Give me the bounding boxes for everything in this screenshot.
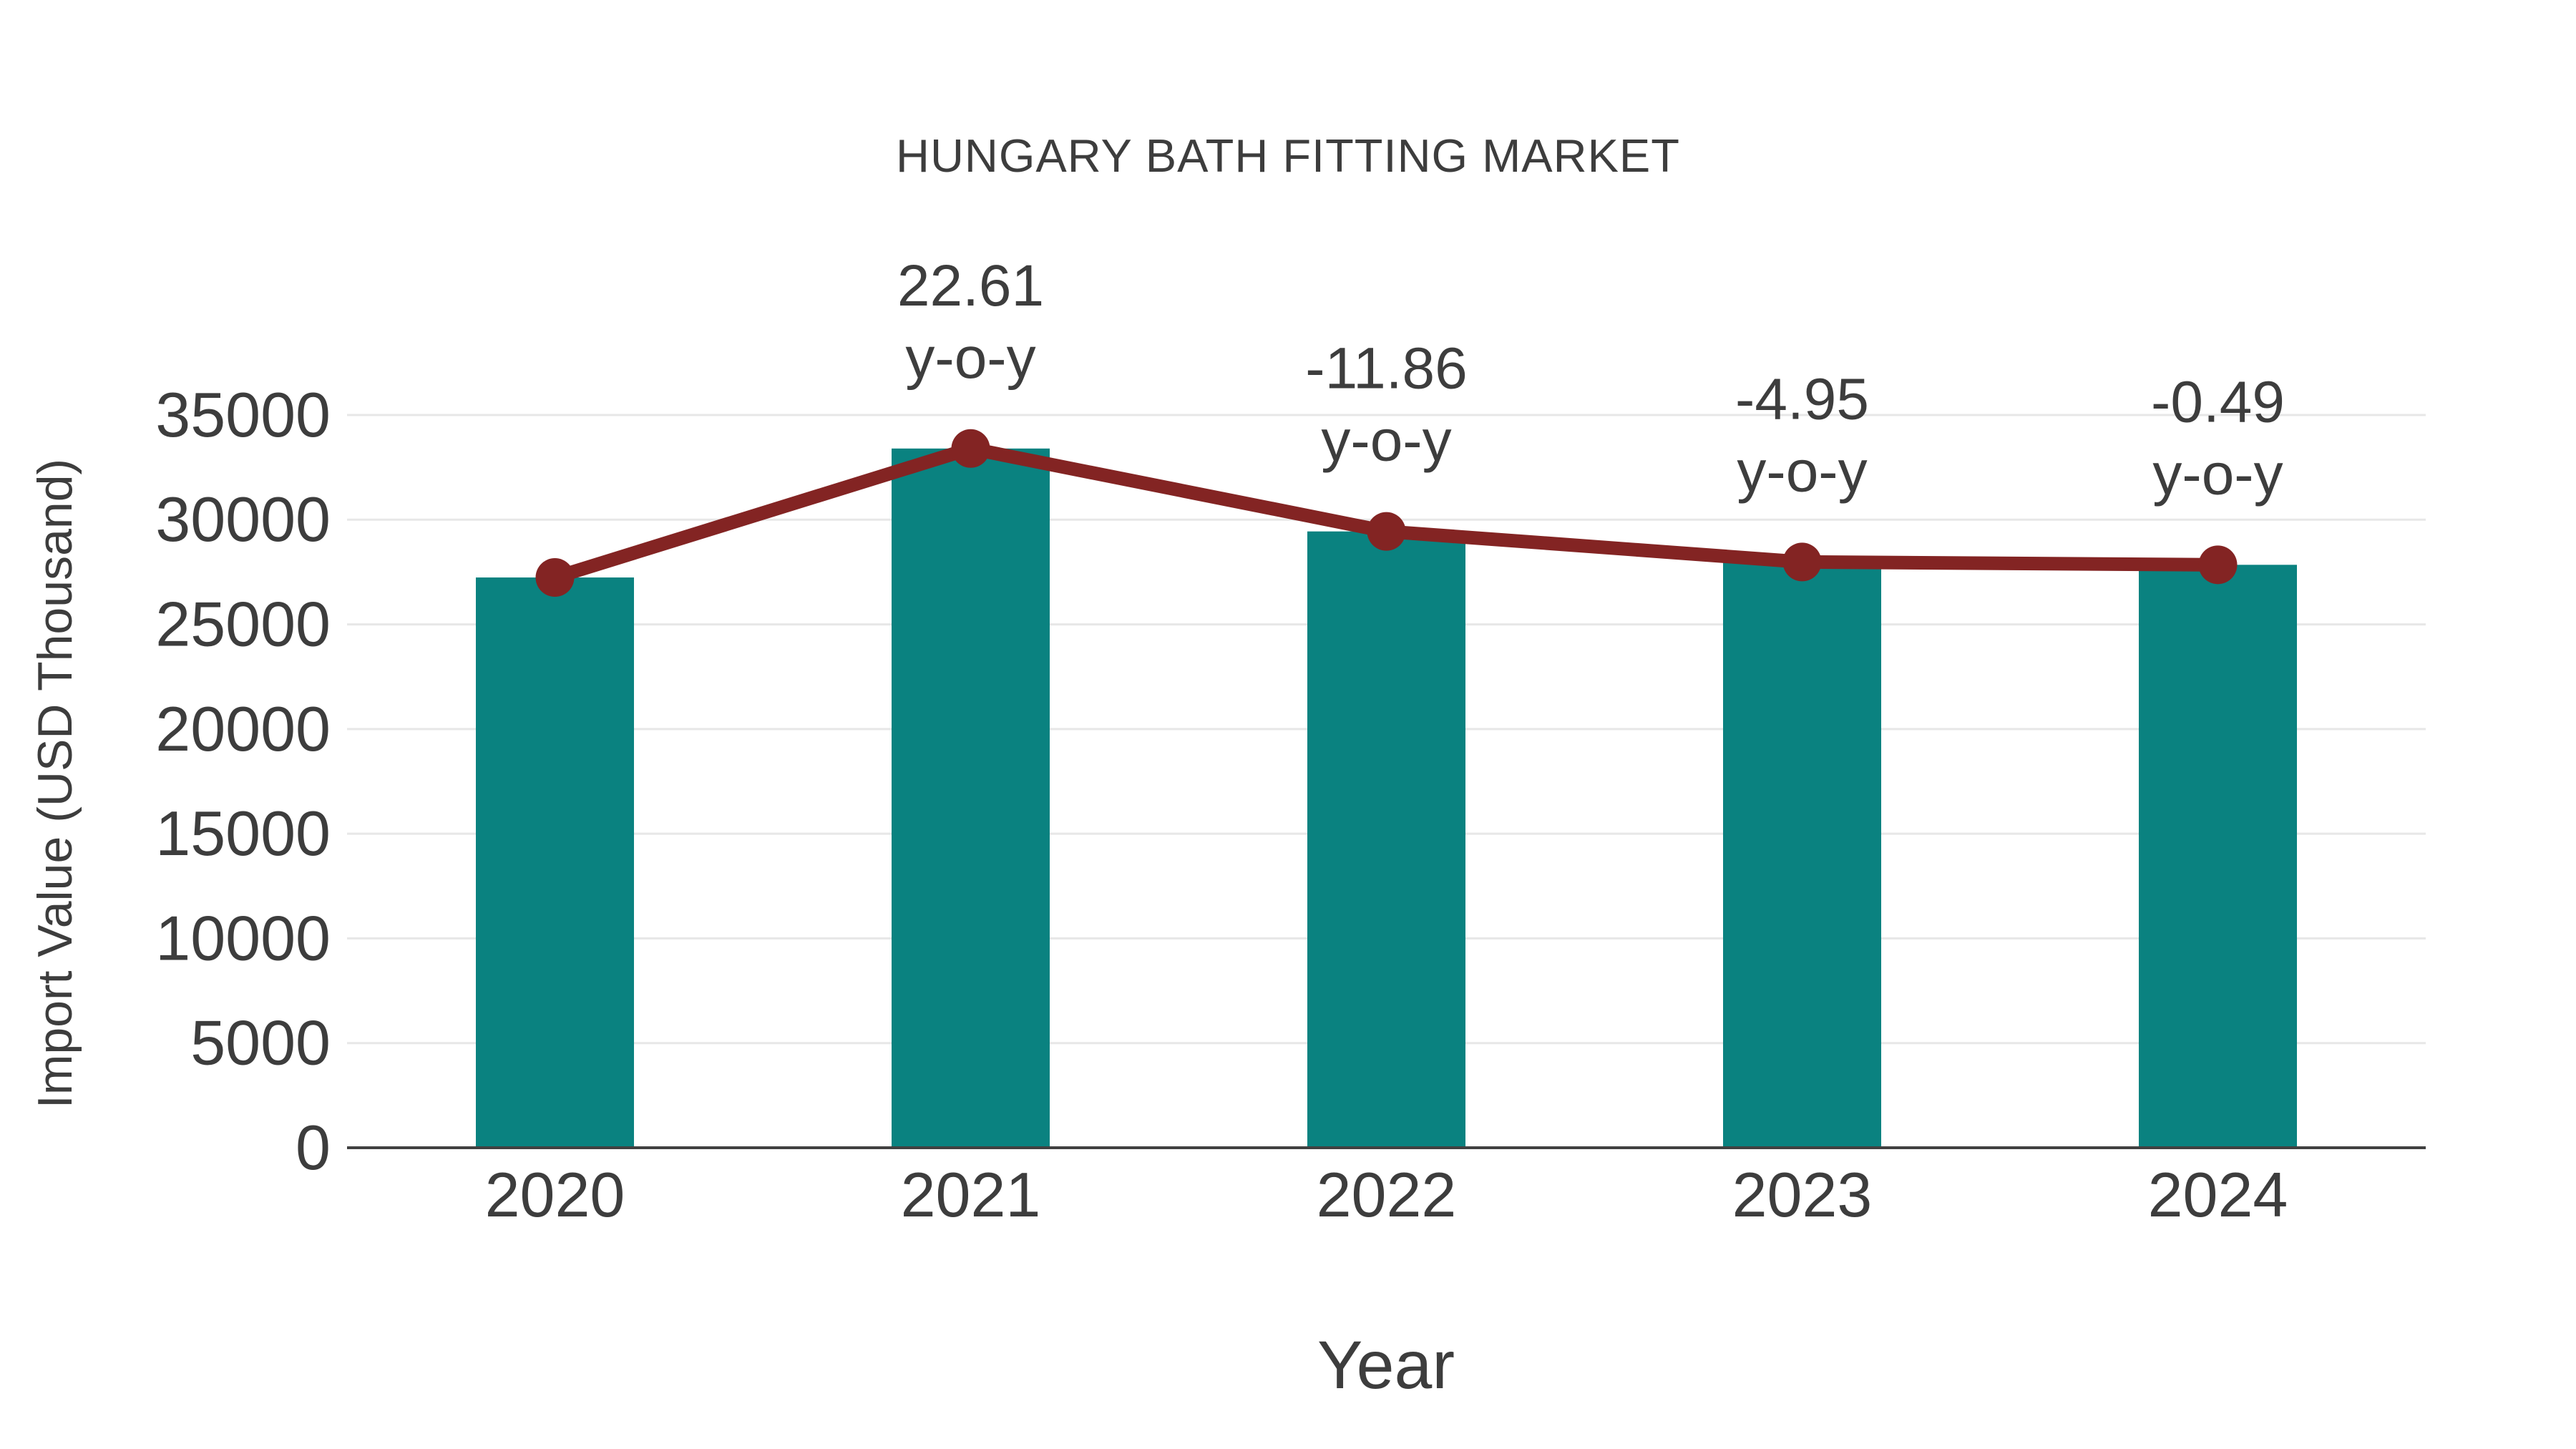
annotation-2022-value: -11.86 [1305, 336, 1467, 401]
bar-2021 [892, 448, 1050, 1148]
y-tick-label-30000: 30000 [155, 484, 331, 555]
annotation-2024-value: -0.49 [2151, 369, 2285, 434]
bar-2022 [1307, 531, 1465, 1148]
y-axis-title: Import Value (USD Thousand) [28, 459, 82, 1108]
trend-point-2024 [2198, 545, 2238, 585]
bar-2024 [2139, 565, 2297, 1148]
annotation-2022-sub: y-o-y [1321, 409, 1451, 474]
x-tick-label-2024: 2024 [2148, 1159, 2288, 1230]
annotation-2021-value: 22.61 [897, 253, 1044, 318]
trend-point-2023 [1782, 542, 1822, 582]
y-tick-labels: 0 5000 10000 15000 20000 25000 30000 35000 [155, 379, 331, 1183]
bar-2020 [476, 577, 634, 1148]
bars [476, 448, 2297, 1148]
annotation-2024-sub: y-o-y [2152, 441, 2283, 507]
y-tick-label-5000: 5000 [190, 1008, 331, 1078]
trend-point-2022 [1367, 512, 1406, 551]
y-tick-label-35000: 35000 [155, 379, 331, 450]
x-axis-title: Year [1317, 1327, 1455, 1403]
trend-point-2021 [951, 429, 990, 468]
y-tick-label-0: 0 [296, 1112, 331, 1183]
annotation-2023-sub: y-o-y [1737, 439, 1867, 504]
y-tick-label-15000: 15000 [155, 798, 331, 869]
x-tick-label-2021: 2021 [901, 1159, 1041, 1230]
bar-2023 [1723, 562, 1881, 1148]
trend-point-2020 [535, 558, 575, 597]
markers [535, 429, 2238, 597]
y-tick-label-10000: 10000 [155, 902, 331, 973]
x-tick-label-2023: 2023 [1732, 1159, 1873, 1230]
chart-title: HUNGARY BATH FITTING MARKET [896, 130, 1680, 182]
x-tick-label-2020: 2020 [485, 1159, 625, 1230]
annotations: 22.61 y-o-y -11.86 y-o-y -4.95 y-o-y -0.49 y-o-… [897, 253, 2285, 507]
y-tick-label-20000: 20000 [155, 693, 331, 764]
y-tick-label-25000: 25000 [155, 588, 331, 659]
x-tick-label-2022: 2022 [1317, 1159, 1457, 1230]
x-tick-labels: 2020 2021 2022 2023 2024 [485, 1159, 2288, 1230]
annotation-2023-value: -4.95 [1735, 366, 1869, 431]
annotation-2021-sub: y-o-y [905, 326, 1035, 391]
